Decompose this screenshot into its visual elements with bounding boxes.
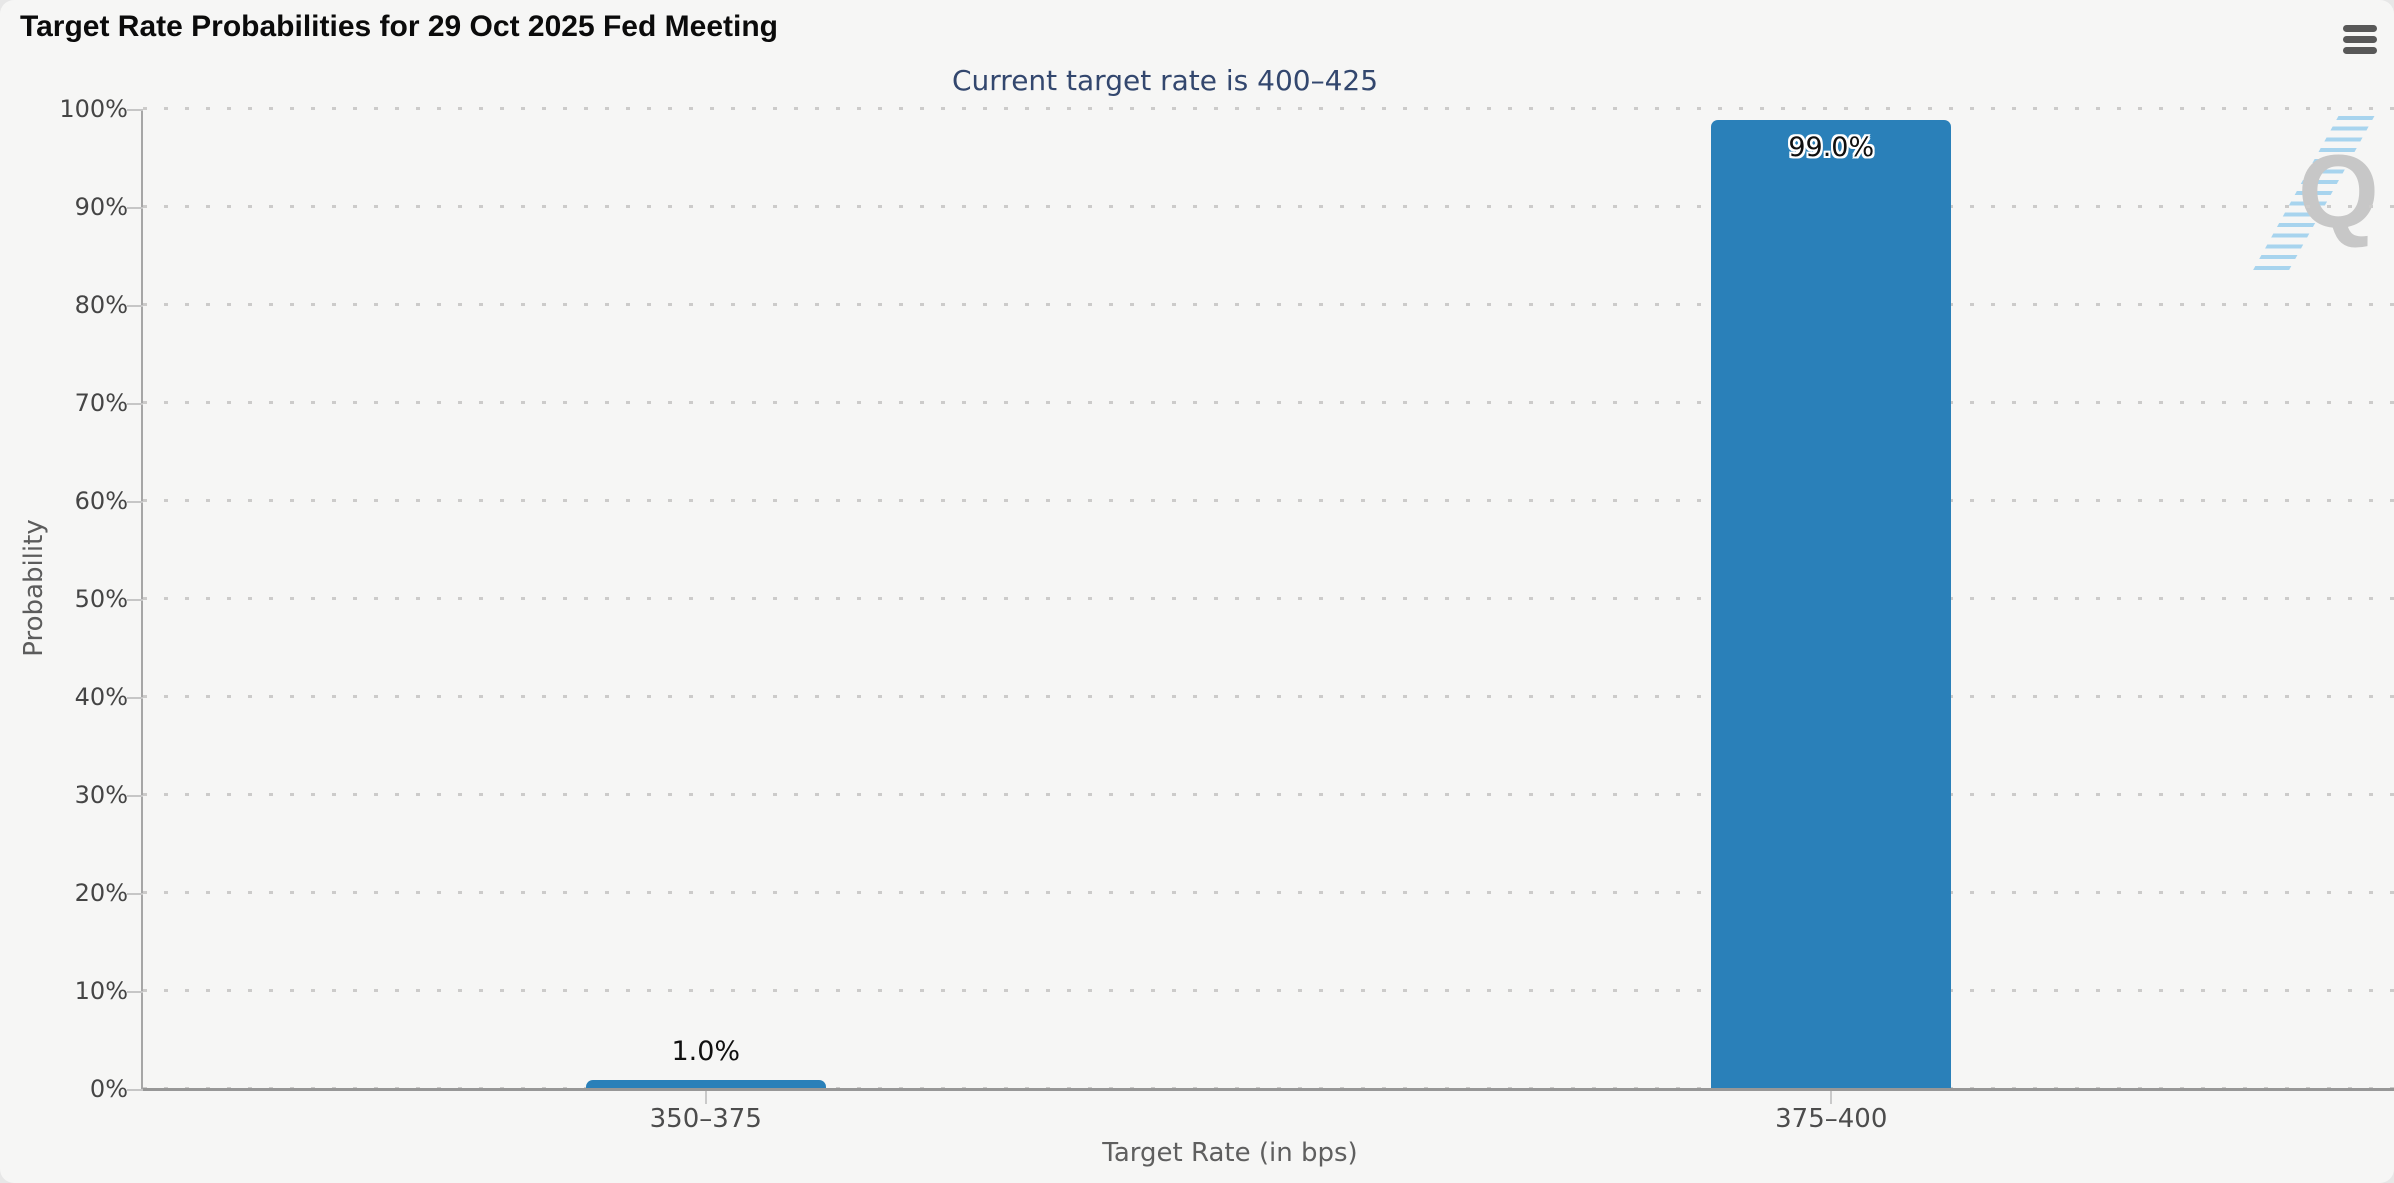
y-axis-tick-label: 40%	[74, 683, 128, 711]
y-axis-tick-mark	[127, 599, 143, 601]
y-axis-tick-mark	[127, 795, 143, 797]
x-axis-title: Target Rate (in bps)	[1102, 1138, 1358, 1168]
bar-value-label: 1.0%	[671, 1036, 741, 1068]
gridline	[143, 401, 2394, 404]
gridline	[143, 989, 2394, 992]
hamburger-menu-icon	[2334, 24, 2386, 54]
y-axis-tick-label: 70%	[74, 389, 128, 417]
gridline	[143, 107, 2394, 110]
y-axis-tick-mark	[127, 893, 143, 895]
plot-area: 1.0% 99.0%	[143, 107, 2394, 1090]
gridline	[143, 597, 2394, 600]
gridline	[143, 891, 2394, 894]
y-axis-tick-label: 0%	[89, 1075, 128, 1103]
y-axis-tick-mark	[127, 1089, 143, 1091]
gridline	[143, 695, 2394, 698]
y-axis-tick-mark	[127, 207, 143, 209]
y-axis-tick-mark	[127, 991, 143, 993]
y-axis-tick-mark	[127, 305, 143, 307]
bar[interactable]	[585, 1080, 826, 1090]
y-axis-tick-label: 10%	[74, 977, 128, 1005]
x-axis-tick-mark	[1830, 1091, 1833, 1104]
x-axis-line	[143, 1088, 2394, 1091]
x-axis-tick-mark	[704, 1091, 707, 1104]
gridline	[143, 205, 2394, 208]
y-axis-tick-mark	[127, 403, 143, 405]
y-axis-tick-mark	[127, 697, 143, 699]
y-axis-tick-label: 20%	[74, 879, 128, 907]
y-axis-tick-mark	[127, 109, 143, 111]
gridline	[143, 793, 2394, 796]
bar-value-label: 99.0%	[1788, 131, 1875, 163]
gridline	[143, 303, 2394, 306]
watermark-q-letter: Q	[2298, 134, 2379, 250]
bar[interactable]	[1711, 119, 1952, 1090]
quikstrike-watermark: Q	[2240, 100, 2390, 280]
y-axis-tick-label: 60%	[74, 487, 128, 515]
y-axis-tick-label: 90%	[74, 193, 128, 221]
chart-subtitle: Current target rate is 400–425	[951, 64, 1379, 97]
chart-title: Target Rate Probabilities for 29 Oct 202…	[20, 10, 778, 43]
y-axis-tick-label: 100%	[59, 95, 128, 123]
y-axis-tick-label: 30%	[74, 781, 128, 809]
y-axis-tick-label: 80%	[74, 291, 128, 319]
y-axis-tick-mark	[127, 501, 143, 503]
y-axis-tick-label: 50%	[74, 585, 128, 613]
x-axis-category-label: 375–400	[1775, 1104, 1888, 1134]
hamburger-menu-button[interactable]	[2334, 18, 2386, 64]
x-axis-category-label: 350–375	[649, 1104, 762, 1134]
gridline	[143, 499, 2394, 502]
